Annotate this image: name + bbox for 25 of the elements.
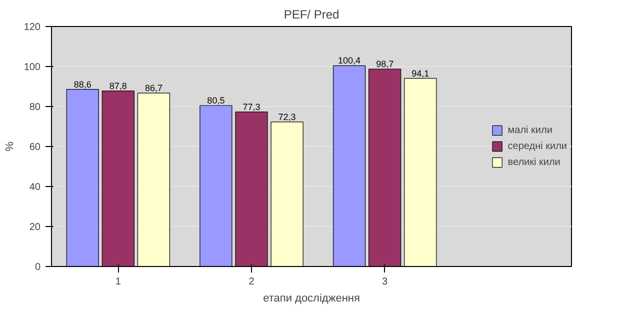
- data-label: 88,6: [74, 79, 92, 90]
- x-tick-label: 1: [115, 276, 122, 288]
- data-label: 100,4: [338, 56, 361, 66]
- x-axis-title: етапи дослідження: [263, 292, 360, 304]
- legend-label: середні кили: [508, 140, 567, 152]
- y-tick-label: 60: [29, 142, 41, 153]
- data-label: 80,5: [207, 96, 225, 106]
- y-tick-label: 100: [24, 62, 41, 73]
- y-tick-label: 0: [34, 262, 41, 273]
- y-axis-title: %: [4, 141, 16, 152]
- chart-title: PEF/ Pred: [284, 8, 340, 22]
- y-tick-label: 120: [24, 22, 41, 33]
- data-label: 86,7: [144, 83, 162, 94]
- x-tick-label: 3: [382, 276, 388, 288]
- data-label: 94,1: [412, 68, 430, 78]
- data-label: 72,3: [278, 112, 296, 122]
- legend-label: малі кили: [508, 124, 552, 136]
- y-tick-label: 40: [29, 182, 41, 193]
- y-tick-label: 20: [29, 222, 41, 233]
- legend-label: великі кили: [508, 156, 560, 168]
- x-tick-label: 2: [248, 276, 255, 288]
- data-label: 98,7: [376, 59, 394, 70]
- y-tick-label: 80: [29, 102, 41, 113]
- data-label: 87,8: [109, 80, 127, 91]
- data-label: 77,3: [242, 102, 260, 112]
